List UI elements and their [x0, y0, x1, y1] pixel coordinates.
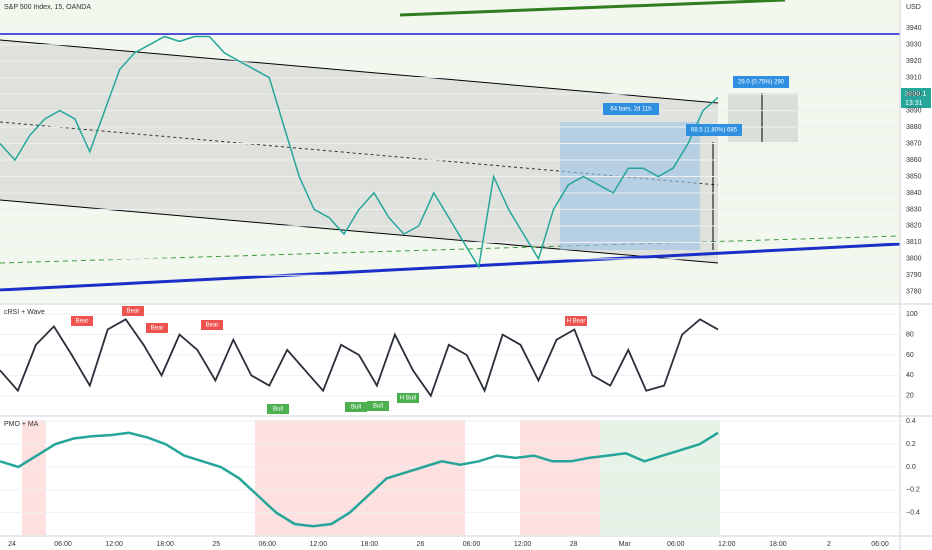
x-tick-label: 18:00	[769, 541, 787, 548]
x-tick-label: 06:00	[463, 541, 481, 548]
y-tick-label: 3850	[906, 173, 922, 180]
y-tick-label: 20	[906, 393, 914, 400]
zone	[520, 420, 600, 535]
signal-label: Bull	[373, 404, 383, 410]
signal-box	[71, 316, 93, 326]
y-tick-label: 3870	[906, 140, 922, 147]
y-tick-label: 3930	[906, 42, 922, 49]
zone	[600, 420, 720, 535]
y-tick-label: 3800	[906, 256, 922, 263]
panel-title: cRSI + Wave	[4, 309, 45, 316]
signal-box	[367, 401, 389, 411]
x-tick-label: 12:00	[514, 541, 532, 548]
y-tick-label: 0.0	[906, 464, 916, 471]
x-tick-label: Mar	[619, 541, 632, 548]
y-tick-label: 3940	[906, 25, 922, 32]
measure-box	[686, 124, 742, 136]
measure-label: 29.0 (0.75%) 290	[738, 80, 785, 86]
x-tick-label: 18:00	[156, 541, 174, 548]
signal-label: Bear	[127, 309, 140, 315]
signal-box	[122, 306, 144, 316]
y-tick-label: 3820	[906, 223, 922, 230]
x-tick-label: 06:00	[871, 541, 889, 548]
y-tick-label: 0.4	[906, 418, 916, 425]
y-tick-label: 3890	[906, 107, 922, 114]
x-tick-label: 06:00	[667, 541, 685, 548]
panel-title: PMO + MA	[4, 421, 39, 428]
support-dashed	[0, 235, 901, 264]
signal-box	[267, 404, 289, 414]
y-tick-label: 3910	[906, 74, 922, 81]
x-tick-label: 06:00	[54, 541, 72, 548]
measure-label: 64 bars, 2d 11h	[610, 107, 651, 113]
x-tick-label: 18:00	[361, 541, 379, 548]
measure-label: 68.5 (1.80%) 685	[691, 128, 738, 134]
x-tick-label: 2	[827, 541, 831, 548]
crsi-panel-bg	[0, 306, 900, 414]
series-line	[0, 318, 719, 398]
x-tick-label: 12:00	[718, 541, 736, 548]
x-tick-label: 24	[8, 541, 16, 548]
y-tick-label: −0.2	[906, 487, 920, 494]
y-tick-label: −0.4	[906, 509, 920, 516]
y-tick-label: 3790	[906, 272, 922, 279]
y-tick-label: 3920	[906, 58, 922, 65]
series-line	[0, 431, 719, 528]
signal-label: Bear	[151, 326, 164, 332]
y-tick-label: 40	[906, 372, 914, 379]
y-tick-label: 3900	[906, 91, 922, 98]
signal-box	[201, 320, 223, 330]
y-tick-label: 0.2	[906, 441, 916, 448]
x-tick-label: 25	[212, 541, 220, 548]
signal-box	[565, 316, 587, 326]
signal-box	[397, 393, 419, 403]
date-range-box	[560, 122, 700, 250]
signal-box	[146, 323, 168, 333]
chart-title: S&P 500 Index, 15, OANDA	[4, 4, 91, 11]
measure-box	[603, 103, 659, 115]
signal-label: Bear	[76, 319, 89, 325]
measure-box	[733, 76, 789, 88]
marks	[0, 27, 900, 528]
y-tick-label: 3840	[906, 190, 922, 197]
zone	[255, 420, 465, 535]
signal-label: Bull	[351, 405, 361, 411]
signal-box	[345, 402, 367, 412]
support	[0, 242, 901, 292]
channel-top	[0, 39, 719, 104]
x-tick-label: 12:00	[310, 541, 328, 548]
channel-fill	[0, 40, 718, 263]
series-line	[0, 35, 719, 270]
signal-label: H Bull	[400, 396, 416, 402]
x-tick-label: 12:00	[105, 541, 123, 548]
y-tick-label: 100	[906, 311, 918, 318]
countdown: 13:31	[905, 100, 923, 107]
y-tick-label: 3810	[906, 239, 922, 246]
signal-label: Bull	[273, 407, 283, 413]
y-tick-label: 3830	[906, 206, 922, 213]
x-tick-label: 26	[417, 541, 425, 548]
zone	[22, 420, 46, 535]
y-tick-label: 3780	[906, 289, 922, 296]
upper-trend	[399, 0, 786, 17]
x-tick-label: 28	[570, 541, 578, 548]
y-tick-label: 3880	[906, 124, 922, 131]
currency: USD	[906, 4, 921, 11]
channel-bottom	[0, 199, 719, 264]
price-tag	[901, 88, 931, 108]
signal-label: H Bear	[567, 319, 586, 325]
x-tick-label: 06:00	[259, 541, 277, 548]
y-tick-label: 3860	[906, 157, 922, 164]
y-tick-label: 80	[906, 331, 914, 338]
last-price: 3898.1	[905, 91, 927, 98]
y-tick-label: 60	[906, 352, 914, 359]
signal-label: Bear	[206, 323, 219, 329]
